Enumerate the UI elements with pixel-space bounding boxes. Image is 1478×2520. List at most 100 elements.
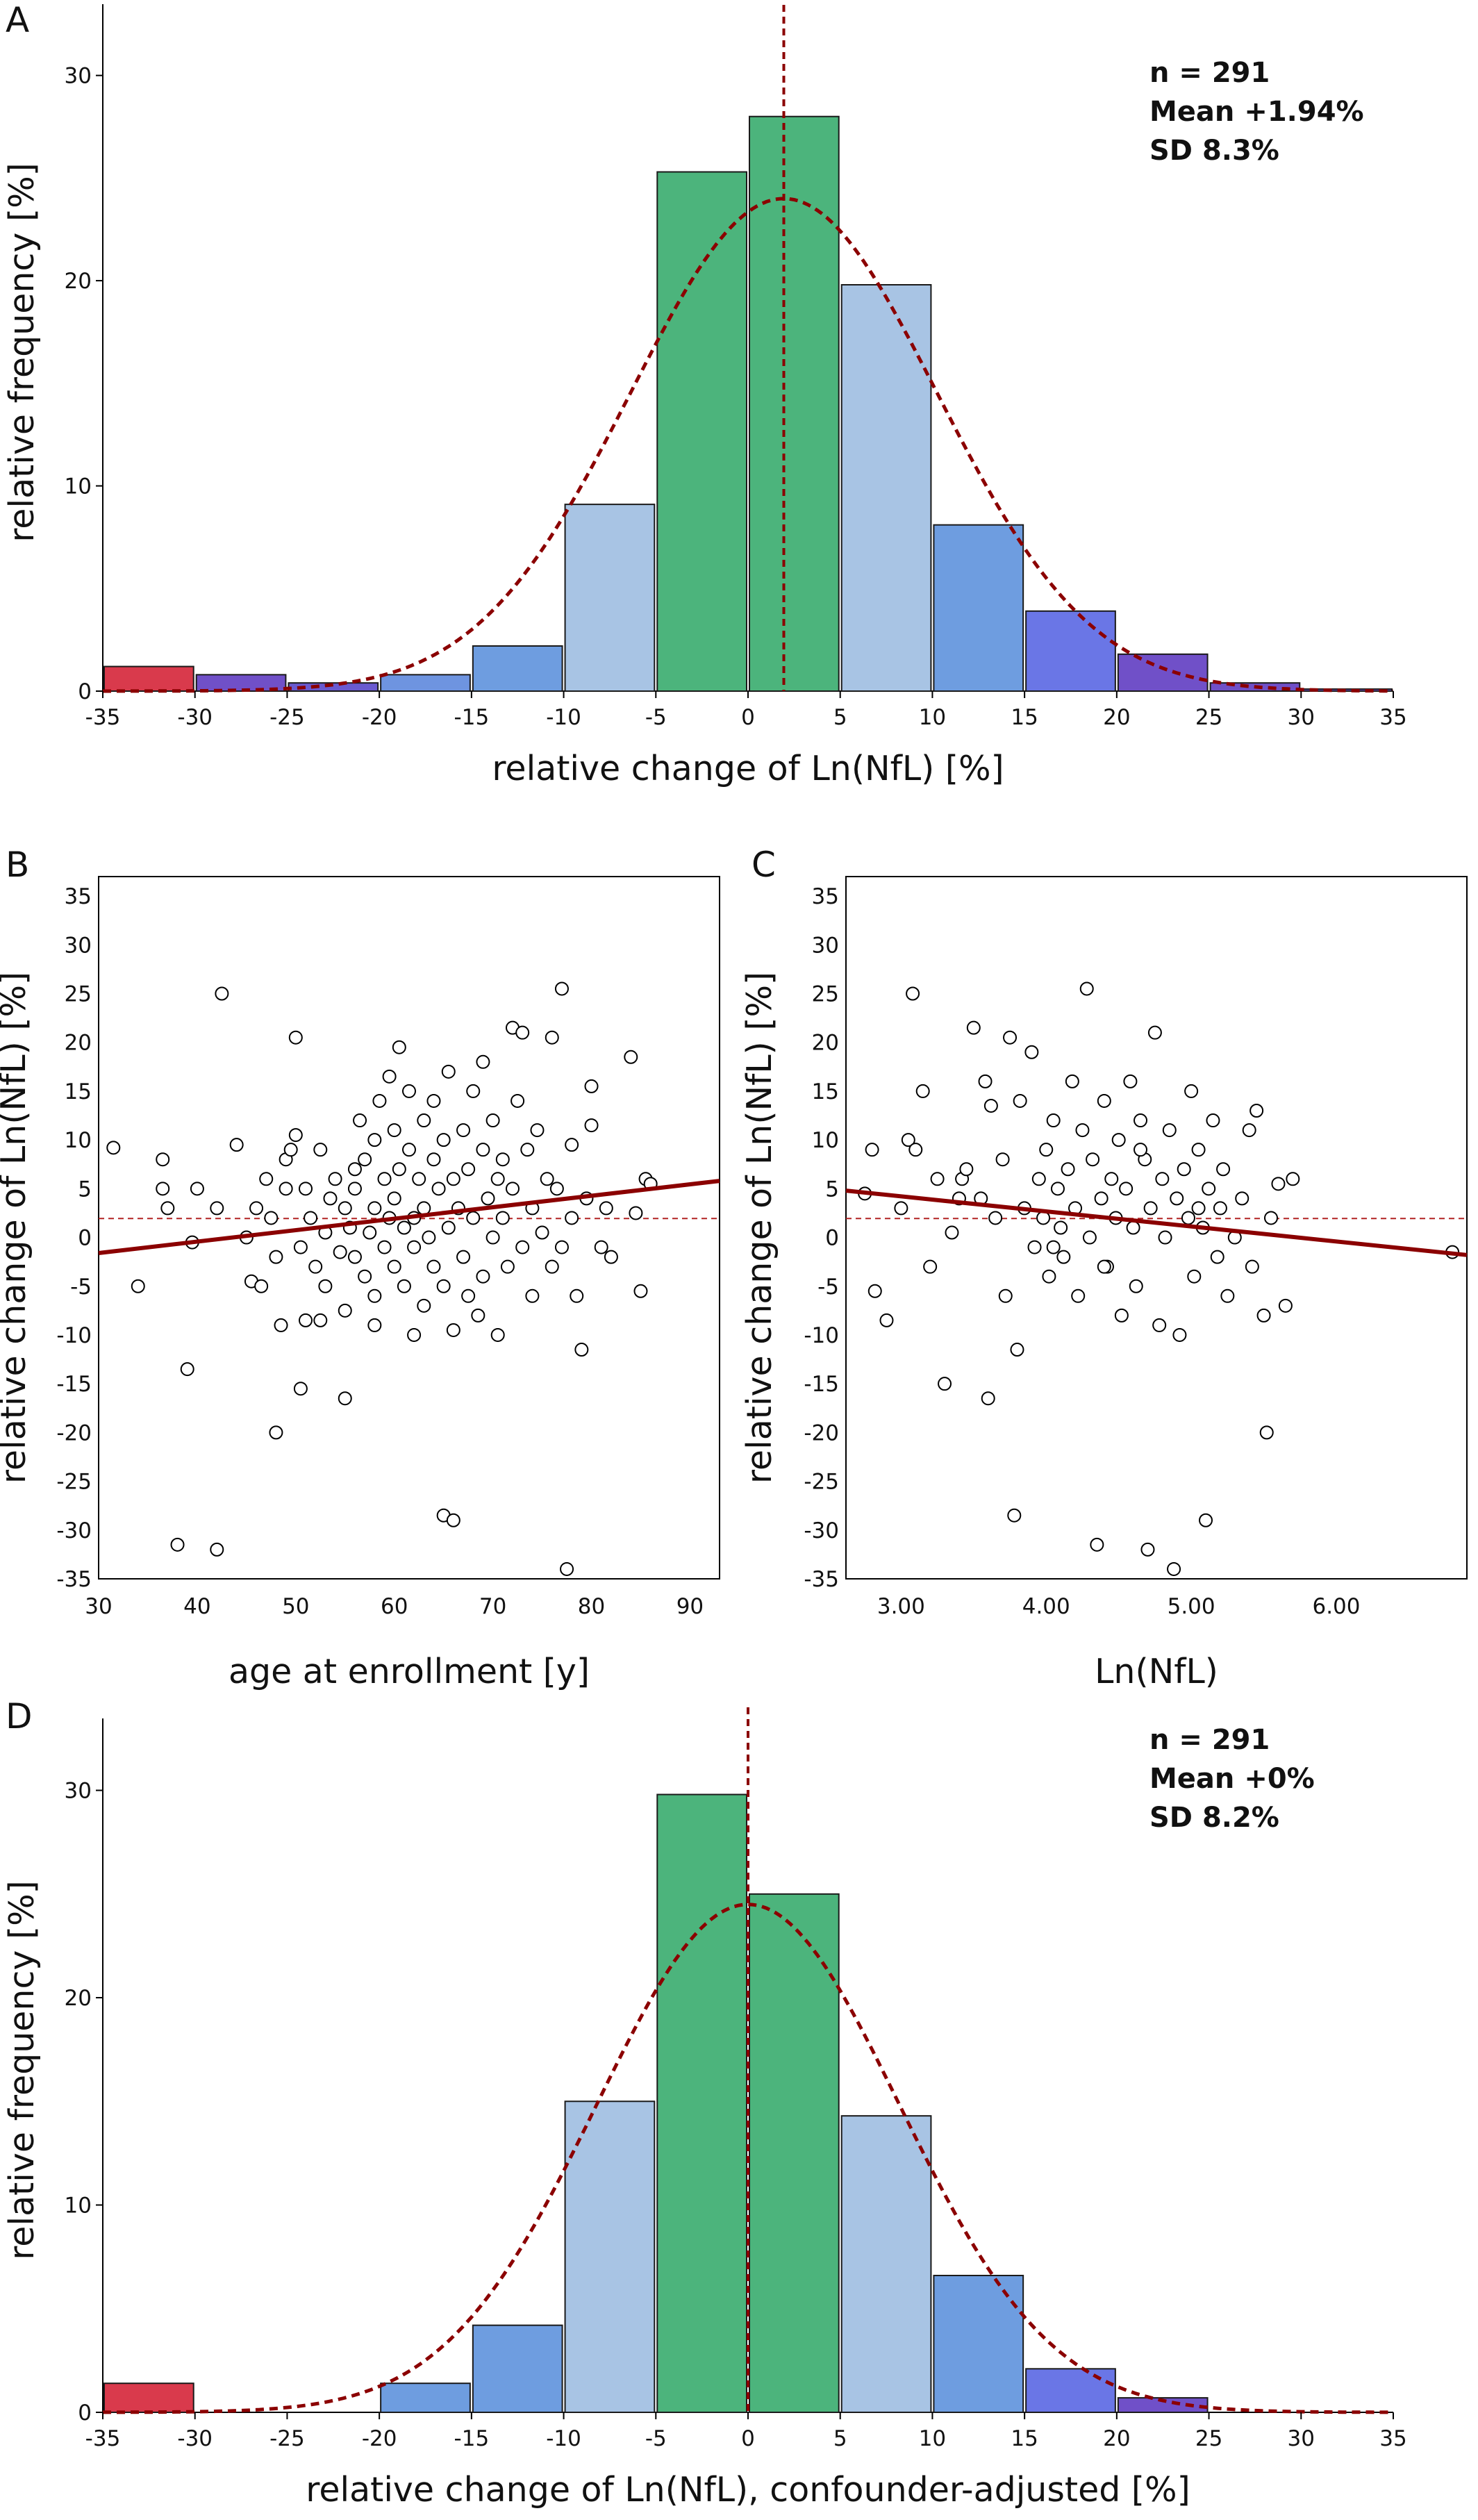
x-tick-label: 35 <box>1379 2426 1406 2451</box>
data-point <box>988 1211 1003 1225</box>
data-point <box>304 1211 318 1225</box>
histogram-bar <box>380 674 471 693</box>
data-point <box>549 1182 564 1196</box>
y-axis-label: relative change of Ln(NfL) [%] <box>0 972 33 1484</box>
data-point <box>1126 1220 1140 1235</box>
data-point <box>1079 981 1094 996</box>
histogram-bar <box>840 284 932 692</box>
y-tick-label: -35 <box>56 1567 92 1592</box>
x-axis-label: relative change of Ln(NfL), confounder-a… <box>306 2470 1190 2510</box>
x-tick-label: 25 <box>1195 705 1222 730</box>
regression-line <box>98 1179 720 1255</box>
y-tick-label: 5 <box>825 1177 839 1202</box>
histogram-bar <box>749 115 840 692</box>
histogram-bar <box>840 2115 932 2414</box>
x-tick-label: 15 <box>1011 705 1038 730</box>
data-point <box>431 1182 446 1196</box>
y-tick-label: -5 <box>817 1275 839 1300</box>
histogram-bar <box>933 524 1024 692</box>
data-point <box>387 1191 401 1206</box>
data-point <box>436 1279 451 1293</box>
y-tick-label: 0 <box>78 679 92 704</box>
data-point <box>1140 1542 1155 1557</box>
data-point <box>530 1123 545 1138</box>
y-tick-label: 30 <box>65 933 92 958</box>
data-point <box>1086 1152 1100 1167</box>
y-axis-label: relative frequency [%] <box>2 1880 42 2260</box>
data-point <box>446 1513 460 1527</box>
data-point <box>1155 1172 1170 1186</box>
data-point <box>1210 1250 1224 1264</box>
x-tick-label: 5 <box>833 705 847 730</box>
data-point <box>1134 1143 1148 1157</box>
data-point <box>1129 1279 1143 1293</box>
data-point <box>476 1269 490 1284</box>
x-tick-label: 15 <box>1011 2426 1038 2451</box>
data-point <box>407 1327 422 1342</box>
data-point <box>594 1240 608 1254</box>
x-tick-label: 35 <box>1379 705 1406 730</box>
y-tick-label: 0 <box>825 1226 839 1251</box>
data-point <box>446 1172 460 1186</box>
data-point <box>1007 1508 1022 1523</box>
x-tick-label: -35 <box>85 705 121 730</box>
data-point <box>1184 1084 1199 1098</box>
data-point <box>229 1138 244 1152</box>
data-point <box>1172 1327 1187 1342</box>
data-point <box>1039 1143 1054 1157</box>
data-point <box>485 1113 500 1128</box>
x-tick-label: 0 <box>741 2426 755 2451</box>
data-point <box>1013 1093 1027 1108</box>
data-point <box>338 1391 352 1406</box>
x-tick-label: 30 <box>1288 705 1315 730</box>
panel-label-c: C <box>752 845 776 885</box>
y-axis-label: relative frequency [%] <box>2 163 42 542</box>
stats-line: n = 291 <box>1149 57 1270 89</box>
data-point <box>1220 1288 1235 1303</box>
data-point <box>525 1288 540 1303</box>
x-tick-label: 5 <box>833 2426 847 2451</box>
y-tick-label: 0 <box>78 1226 92 1251</box>
histogram-bar <box>1025 610 1116 692</box>
x-tick-label: -5 <box>645 705 667 730</box>
data-point <box>372 1093 387 1108</box>
data-point <box>249 1201 264 1216</box>
x-tick-label: -20 <box>362 2426 397 2451</box>
data-point <box>959 1162 974 1177</box>
histogram-bar <box>564 2100 656 2413</box>
stats-line: SD 8.3% <box>1149 135 1279 167</box>
data-point <box>1181 1211 1195 1225</box>
regression-line <box>845 1188 1468 1257</box>
x-tick-label: 40 <box>183 1594 210 1619</box>
data-point <box>1046 1113 1061 1128</box>
histogram-panel-a: -35 -30 -25 -20 -15 -10 -5 0 5 10 15 20 25 30 35 0 10 20 3… <box>2 0 1407 788</box>
data-point <box>624 1050 638 1064</box>
x-tick-label: 80 <box>578 1594 605 1619</box>
y-tick-label: -30 <box>56 1518 92 1543</box>
data-point <box>293 1382 308 1396</box>
data-point <box>363 1225 377 1240</box>
x-axis-label: Ln(NfL) <box>1095 1652 1218 1691</box>
y-tick-label: -20 <box>56 1420 92 1445</box>
x-tick-label: 90 <box>676 1594 704 1619</box>
x-tick-label: 10 <box>919 705 946 730</box>
x-tick-label: 3.00 <box>877 1594 925 1619</box>
data-point <box>570 1288 584 1303</box>
data-point <box>387 1123 401 1138</box>
data-point <box>1271 1177 1286 1191</box>
x-tick-label: 10 <box>919 2426 946 2451</box>
stats-line: n = 291 <box>1149 1724 1270 1756</box>
x-axis-label: age at enrollment [y] <box>229 1652 590 1691</box>
histogram-bar <box>1117 653 1209 692</box>
data-point <box>1202 1182 1216 1196</box>
data-point <box>367 1201 382 1216</box>
data-point <box>535 1225 549 1240</box>
data-point <box>1061 1162 1075 1177</box>
x-tick-label: 5.00 <box>1168 1594 1215 1619</box>
data-point <box>426 1259 441 1274</box>
data-point <box>981 1391 995 1406</box>
histogram-bar <box>472 645 563 692</box>
x-tick-label: -25 <box>269 2426 305 2451</box>
data-point <box>347 1250 362 1264</box>
data-point <box>1278 1298 1293 1313</box>
